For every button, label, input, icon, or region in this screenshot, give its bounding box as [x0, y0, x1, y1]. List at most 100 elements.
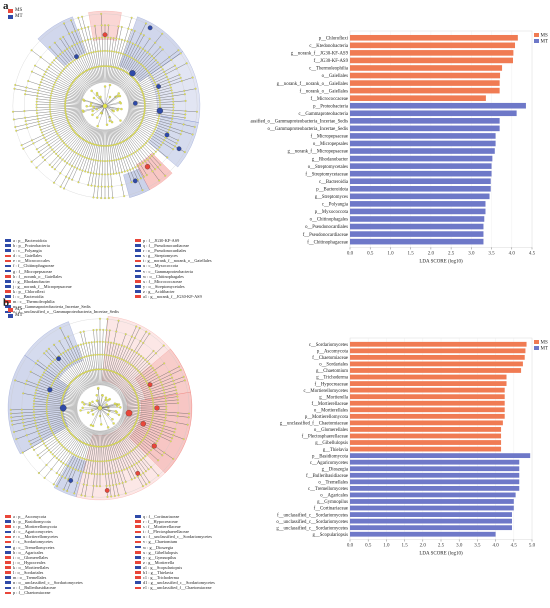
panel-b-node [165, 405, 168, 408]
panel-b-node [60, 401, 63, 404]
panel-b-node [148, 362, 151, 365]
panel-b-key-right: q : f__Cortinariaceae r : f__Hypocreaceae… [135, 514, 215, 590]
panel-a-node [43, 136, 46, 139]
panel-a-node [157, 117, 160, 120]
panel-a-node [153, 128, 156, 131]
panel-b-branch [35, 392, 78, 403]
panel-a-node [179, 52, 182, 55]
panel-a-node [50, 117, 53, 120]
panel-a-key-swatch [135, 269, 141, 273]
panel-b-node [144, 358, 147, 361]
lda-bar [350, 95, 486, 101]
panel-a-branch [104, 105, 108, 125]
panel-b-key-text: g : c__Tremellomycetes [13, 544, 55, 550]
panel-b-branch [88, 342, 97, 386]
panel-b-biomarker-node [135, 470, 141, 476]
panel-b-node [135, 445, 138, 448]
lda-bar-label: o__Mortierellales [314, 408, 348, 413]
panel-a-node [81, 155, 84, 158]
panel-a-node [123, 170, 126, 173]
panel-b-key-text: e : c__Mortierellomycetes [13, 534, 59, 540]
panel-b-branch [117, 365, 152, 394]
panel-b-node [151, 397, 154, 400]
lda-tick-label: 3.0 [456, 544, 463, 549]
panel-b-key-text: h : o__Agaricales [13, 549, 44, 555]
panel-a-node [121, 171, 124, 174]
lda-tick-label: 2.5 [438, 544, 445, 549]
panel-a-node [27, 80, 30, 83]
panel-b-node [124, 360, 127, 363]
panel-b-biomarker-node [56, 356, 61, 362]
panel-a-node [74, 78, 77, 81]
panel-b-node [81, 406, 84, 410]
panel-b-biomarker-node [140, 420, 146, 427]
panel-a-key-item: c : c__Polyangia [5, 248, 119, 253]
panel-a-node [60, 138, 63, 141]
panel-b-node [92, 445, 95, 448]
panel-b-branch [120, 417, 171, 442]
panel-a-branch [125, 65, 176, 95]
lda-bar-label: f__JG30-KF-AS9 [314, 59, 349, 64]
panel-a-node [117, 158, 120, 161]
panel-b-node [90, 459, 93, 462]
panel-b-node [64, 447, 67, 450]
lda-tick-label: 1.5 [401, 544, 408, 549]
panel-b-node [71, 452, 74, 455]
panel-a-biomarker-node [147, 25, 153, 31]
panel-b-node [35, 424, 38, 427]
panel-a-node [143, 104, 146, 107]
panel-a-node [24, 89, 27, 92]
panel-a-node [143, 112, 146, 115]
panel-a-node [90, 102, 93, 105]
panel-b-node [164, 413, 167, 416]
panel-a-node [195, 110, 198, 113]
panel-b-node [82, 342, 85, 345]
panel-b-node [73, 453, 76, 456]
panel-a-node [143, 109, 146, 112]
lda-bar-label: p__Ascomycota [317, 350, 349, 355]
panel-a-node [96, 124, 99, 128]
lda-bar-label: p__Myxococcota [315, 210, 349, 215]
panel-b-node [145, 330, 148, 333]
panel-b-key-swatch [135, 571, 141, 574]
panel-b-node [45, 401, 48, 404]
lda-bar [350, 420, 503, 426]
panel-b-node [115, 330, 118, 333]
panel-a-node [191, 133, 194, 136]
panel-a-node [110, 65, 113, 68]
panel-a-node [36, 114, 39, 117]
panel-b-node [112, 342, 115, 345]
panel-b-key-text: y : g__Gymnopilus [143, 554, 177, 560]
panel-b-node [133, 477, 136, 480]
panel-b-node [85, 458, 88, 461]
panel-a-node [95, 144, 98, 147]
panel-b-node [104, 473, 107, 476]
panel-b-node [142, 356, 145, 359]
panel-b-branch [50, 363, 84, 393]
panel-b-branch [34, 398, 78, 405]
panel-a-node [134, 59, 137, 62]
panel-b-branch [56, 425, 86, 459]
panel-a-branch [36, 101, 82, 105]
panel-b-node [161, 427, 164, 430]
panel-a-node [98, 36, 101, 39]
panel-a-node [65, 114, 68, 117]
panel-b-branch [78, 429, 93, 471]
panel-b-key-swatch [135, 535, 141, 539]
panel-a-node [128, 136, 131, 139]
panel-b-branch [50, 423, 84, 453]
panel-a-key-text: l : c__Bacteroidia [13, 294, 44, 300]
panel-b-key-swatch [5, 525, 11, 529]
panel-a-node [119, 157, 122, 160]
panel-a-node [117, 92, 120, 95]
panel-a-node [63, 22, 66, 25]
panel-a-node [35, 166, 38, 169]
panel-b-node [22, 421, 25, 424]
panel-a-node [158, 99, 161, 102]
lda-bar-label: c__Ktedonobacteria [309, 44, 348, 49]
panel-b-branch [96, 430, 100, 487]
panel-a-node [168, 56, 171, 59]
panel-a-node [169, 126, 172, 129]
panel-b-node [53, 358, 56, 361]
lda-bar-label: g__Trichoderma [316, 376, 349, 381]
